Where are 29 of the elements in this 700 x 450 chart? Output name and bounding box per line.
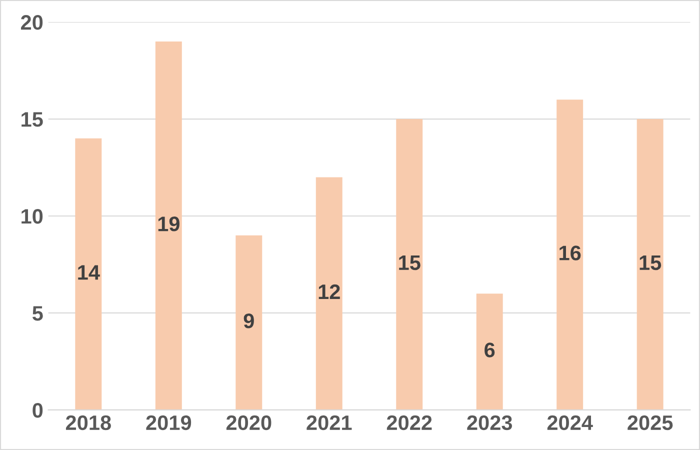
data-label: 6	[484, 342, 495, 358]
y-tick-label: 0	[32, 402, 43, 418]
x-tick-label: 2019	[146, 415, 192, 430]
bar	[316, 177, 342, 410]
y-tick-label: 10	[22, 209, 43, 224]
bar	[75, 138, 102, 410]
data-label: 15	[399, 256, 420, 270]
bar	[236, 235, 262, 410]
bar	[396, 119, 423, 410]
data-label: 15	[640, 256, 662, 270]
x-tick-label: 2023	[467, 415, 512, 430]
data-label: 19	[158, 216, 180, 232]
bar	[556, 100, 584, 410]
data-label: 16	[560, 246, 581, 260]
data-label: 9	[244, 314, 254, 328]
y-tick-label: 5	[32, 306, 43, 321]
bar	[155, 41, 182, 410]
x-tick-label: 2025	[628, 415, 673, 430]
x-tick-label: 2024	[547, 415, 593, 430]
bar	[636, 119, 664, 410]
y-tick-label: 20	[20, 15, 43, 30]
x-tick-label: 2022	[386, 415, 432, 430]
x-tick-label: 2021	[306, 415, 352, 430]
x-tick-label: 2020	[226, 415, 272, 430]
x-tick-label: 2018	[66, 415, 111, 430]
bar	[476, 294, 503, 410]
data-label: 14	[78, 265, 100, 280]
data-label: 12	[318, 284, 340, 299]
y-tick-label: 15	[22, 112, 43, 127]
